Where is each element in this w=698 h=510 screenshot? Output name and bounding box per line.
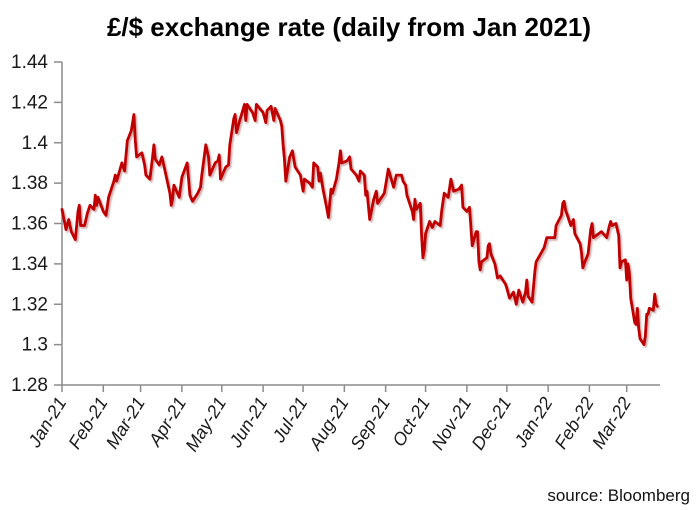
x-tick-label: Aug-21 <box>304 394 352 455</box>
y-tick-label: 1.32 <box>11 294 48 315</box>
x-tick-label: Oct-21 <box>388 394 434 450</box>
y-tick-label: 1.38 <box>11 173 48 194</box>
x-tick-label: May-21 <box>181 394 230 456</box>
x-tick-label: Mar-21 <box>102 394 149 453</box>
x-tick-label: Jan-22 <box>510 394 557 452</box>
x-tick-label: Jan-21 <box>24 394 71 452</box>
y-tick-label: 1.4 <box>22 133 49 154</box>
y-tick-label: 1.34 <box>11 254 48 275</box>
y-tick-label: 1.28 <box>11 375 48 396</box>
exchange-rate-line <box>60 103 659 347</box>
y-tick-label: 1.36 <box>11 214 48 235</box>
y-tick-label: 1.42 <box>11 92 48 113</box>
x-tick-label: Jul-21 <box>268 394 311 447</box>
chart-title: £/$ exchange rate (daily from Jan 2021) <box>106 12 592 42</box>
x-tick-label: Jun-21 <box>225 394 272 452</box>
y-tick-label: 1.44 <box>11 52 48 73</box>
y-tick-label: 1.3 <box>22 335 48 356</box>
x-tick-label: Sep-21 <box>346 394 394 454</box>
x-tick-label: Mar-22 <box>588 394 635 453</box>
source-note: source: Bloomberg <box>547 486 690 505</box>
x-tick-label: Dec-21 <box>468 394 516 454</box>
x-tick-label: Nov-21 <box>428 394 476 454</box>
